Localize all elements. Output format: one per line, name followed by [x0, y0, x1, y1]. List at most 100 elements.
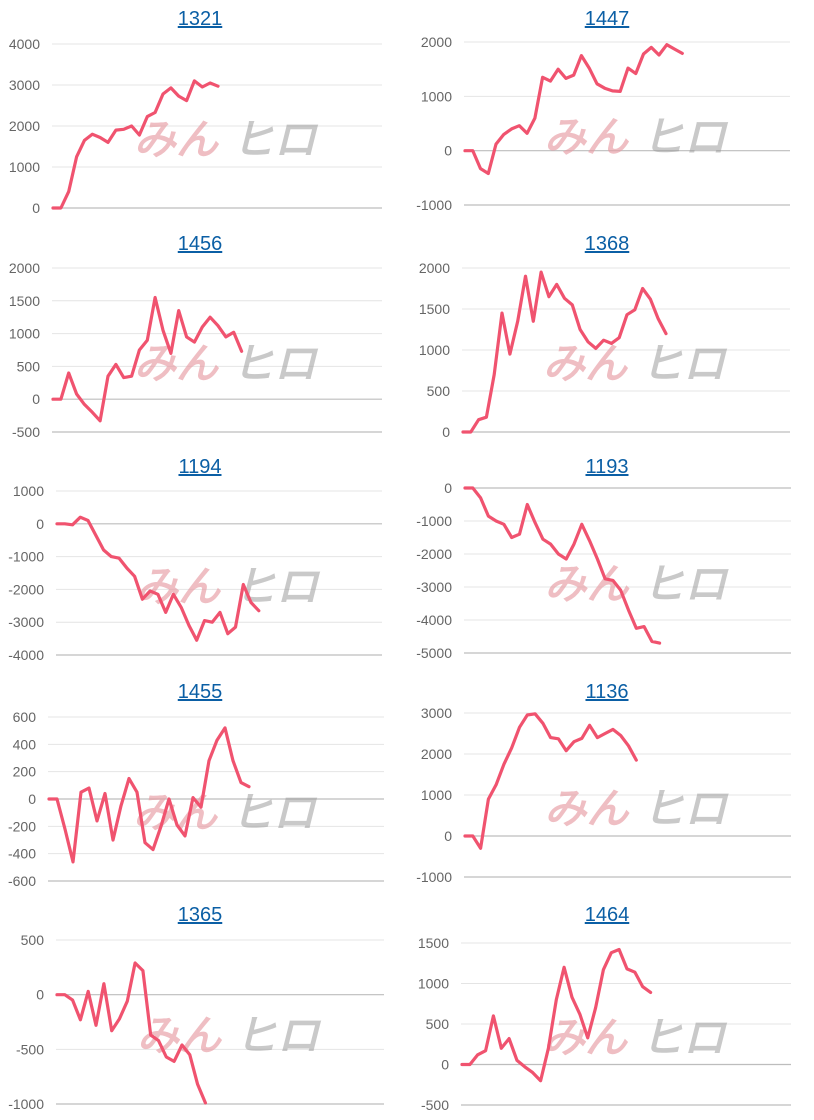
data-point: [510, 536, 513, 539]
data-point: [649, 298, 652, 301]
data-point: [63, 522, 66, 525]
data-point: [596, 736, 599, 739]
data-point: [572, 542, 576, 546]
series-line: [47, 726, 251, 864]
data-point: [94, 1024, 98, 1027]
data-point: [525, 132, 529, 135]
watermark-logo-part2: ヒロ: [232, 339, 319, 388]
data-point: [468, 1063, 472, 1066]
data-point: [95, 819, 99, 823]
chart-title-link[interactable]: 1194: [178, 456, 222, 478]
line-chart: 0 500 1000 1500 2000 みん ヒロ: [419, 260, 790, 440]
data-point: [664, 332, 668, 335]
data-point: [207, 759, 211, 762]
data-point: [611, 89, 614, 93]
data-point: [539, 1079, 542, 1082]
data-point: [557, 737, 560, 740]
data-point: [102, 982, 106, 985]
data-point: [619, 90, 622, 93]
data-point: [130, 375, 133, 378]
data-point: [159, 825, 163, 828]
chart-title-link[interactable]: 1464: [584, 904, 630, 926]
data-point: [518, 726, 521, 729]
data-point: [135, 791, 139, 794]
data-point: [460, 1063, 464, 1066]
data-point: [75, 392, 78, 396]
data-point: [549, 736, 552, 739]
chart-title-link[interactable]: 1455: [177, 681, 223, 703]
data-point: [208, 316, 212, 319]
data-point: [177, 309, 180, 312]
data-point: [71, 998, 74, 1002]
data-point: [146, 339, 149, 342]
data-point: [595, 82, 599, 86]
data-point: [502, 523, 506, 526]
data-point: [224, 335, 228, 339]
data-point: [98, 136, 102, 139]
data-point: [588, 66, 591, 70]
data-point: [518, 533, 521, 536]
data-point: [532, 320, 535, 323]
chart-panel-1447: 1447 -1000 0 1000 2000 みん ヒロ: [407, 0, 807, 222]
data-point: [617, 948, 621, 951]
data-point: [187, 624, 191, 627]
y-tick-label: 2000: [9, 260, 40, 276]
data-point: [641, 287, 644, 290]
data-point: [172, 593, 175, 596]
chart-title-link[interactable]: 1368: [584, 233, 630, 255]
data-point: [169, 352, 173, 355]
data-point: [199, 806, 203, 809]
data-point: [588, 724, 591, 727]
data-point: [562, 966, 566, 969]
y-tick-label: 3000: [421, 705, 452, 721]
data-point: [471, 834, 474, 838]
data-point: [572, 740, 576, 743]
data-point: [547, 295, 551, 298]
data-point: [161, 92, 165, 96]
chart-title-link[interactable]: 1447: [584, 8, 630, 30]
chart-title-link[interactable]: 1456: [177, 233, 223, 255]
data-point: [141, 969, 145, 972]
y-tick-label: -500: [12, 424, 40, 440]
y-tick-label: 2000: [9, 118, 40, 134]
data-point: [98, 419, 102, 422]
y-tick-label: -4000: [416, 612, 452, 628]
data-point: [201, 85, 204, 89]
y-tick-label: 1000: [419, 342, 450, 358]
data-point: [55, 522, 59, 525]
data-point: [185, 335, 188, 339]
chart-title-link[interactable]: 1321: [177, 8, 223, 30]
data-point: [516, 320, 519, 323]
data-point: [223, 726, 227, 730]
data-point: [218, 611, 222, 614]
data-point: [180, 606, 183, 609]
y-tick-label: 1000: [9, 326, 40, 342]
data-point: [611, 579, 615, 582]
y-tick-label: -400: [8, 846, 36, 862]
data-point: [541, 538, 545, 541]
y-tick-label: -1000: [416, 197, 452, 213]
y-tick-label: 1000: [418, 976, 449, 992]
line-chart: -1000 0 1000 2000 3000 みん ヒロ: [416, 705, 791, 885]
data-point: [119, 804, 123, 807]
data-point: [469, 430, 472, 434]
chart-title-link[interactable]: 1193: [585, 456, 629, 478]
y-tick-label: 0: [444, 143, 452, 159]
data-point: [208, 81, 212, 85]
chart-title-link[interactable]: 1136: [585, 681, 629, 703]
data-point: [110, 1029, 113, 1032]
data-point: [79, 791, 83, 794]
data-point: [153, 111, 157, 114]
data-point: [232, 331, 235, 334]
data-point: [524, 275, 527, 278]
data-point: [602, 968, 605, 971]
chart-title-link[interactable]: 1365: [177, 904, 223, 926]
data-point: [133, 961, 137, 965]
y-tick-label: 4000: [9, 36, 40, 52]
data-point: [518, 124, 521, 127]
data-point: [138, 348, 141, 352]
series-line: [55, 961, 207, 1105]
series-line: [463, 486, 662, 645]
data-point: [161, 329, 165, 332]
data-point: [175, 823, 179, 827]
